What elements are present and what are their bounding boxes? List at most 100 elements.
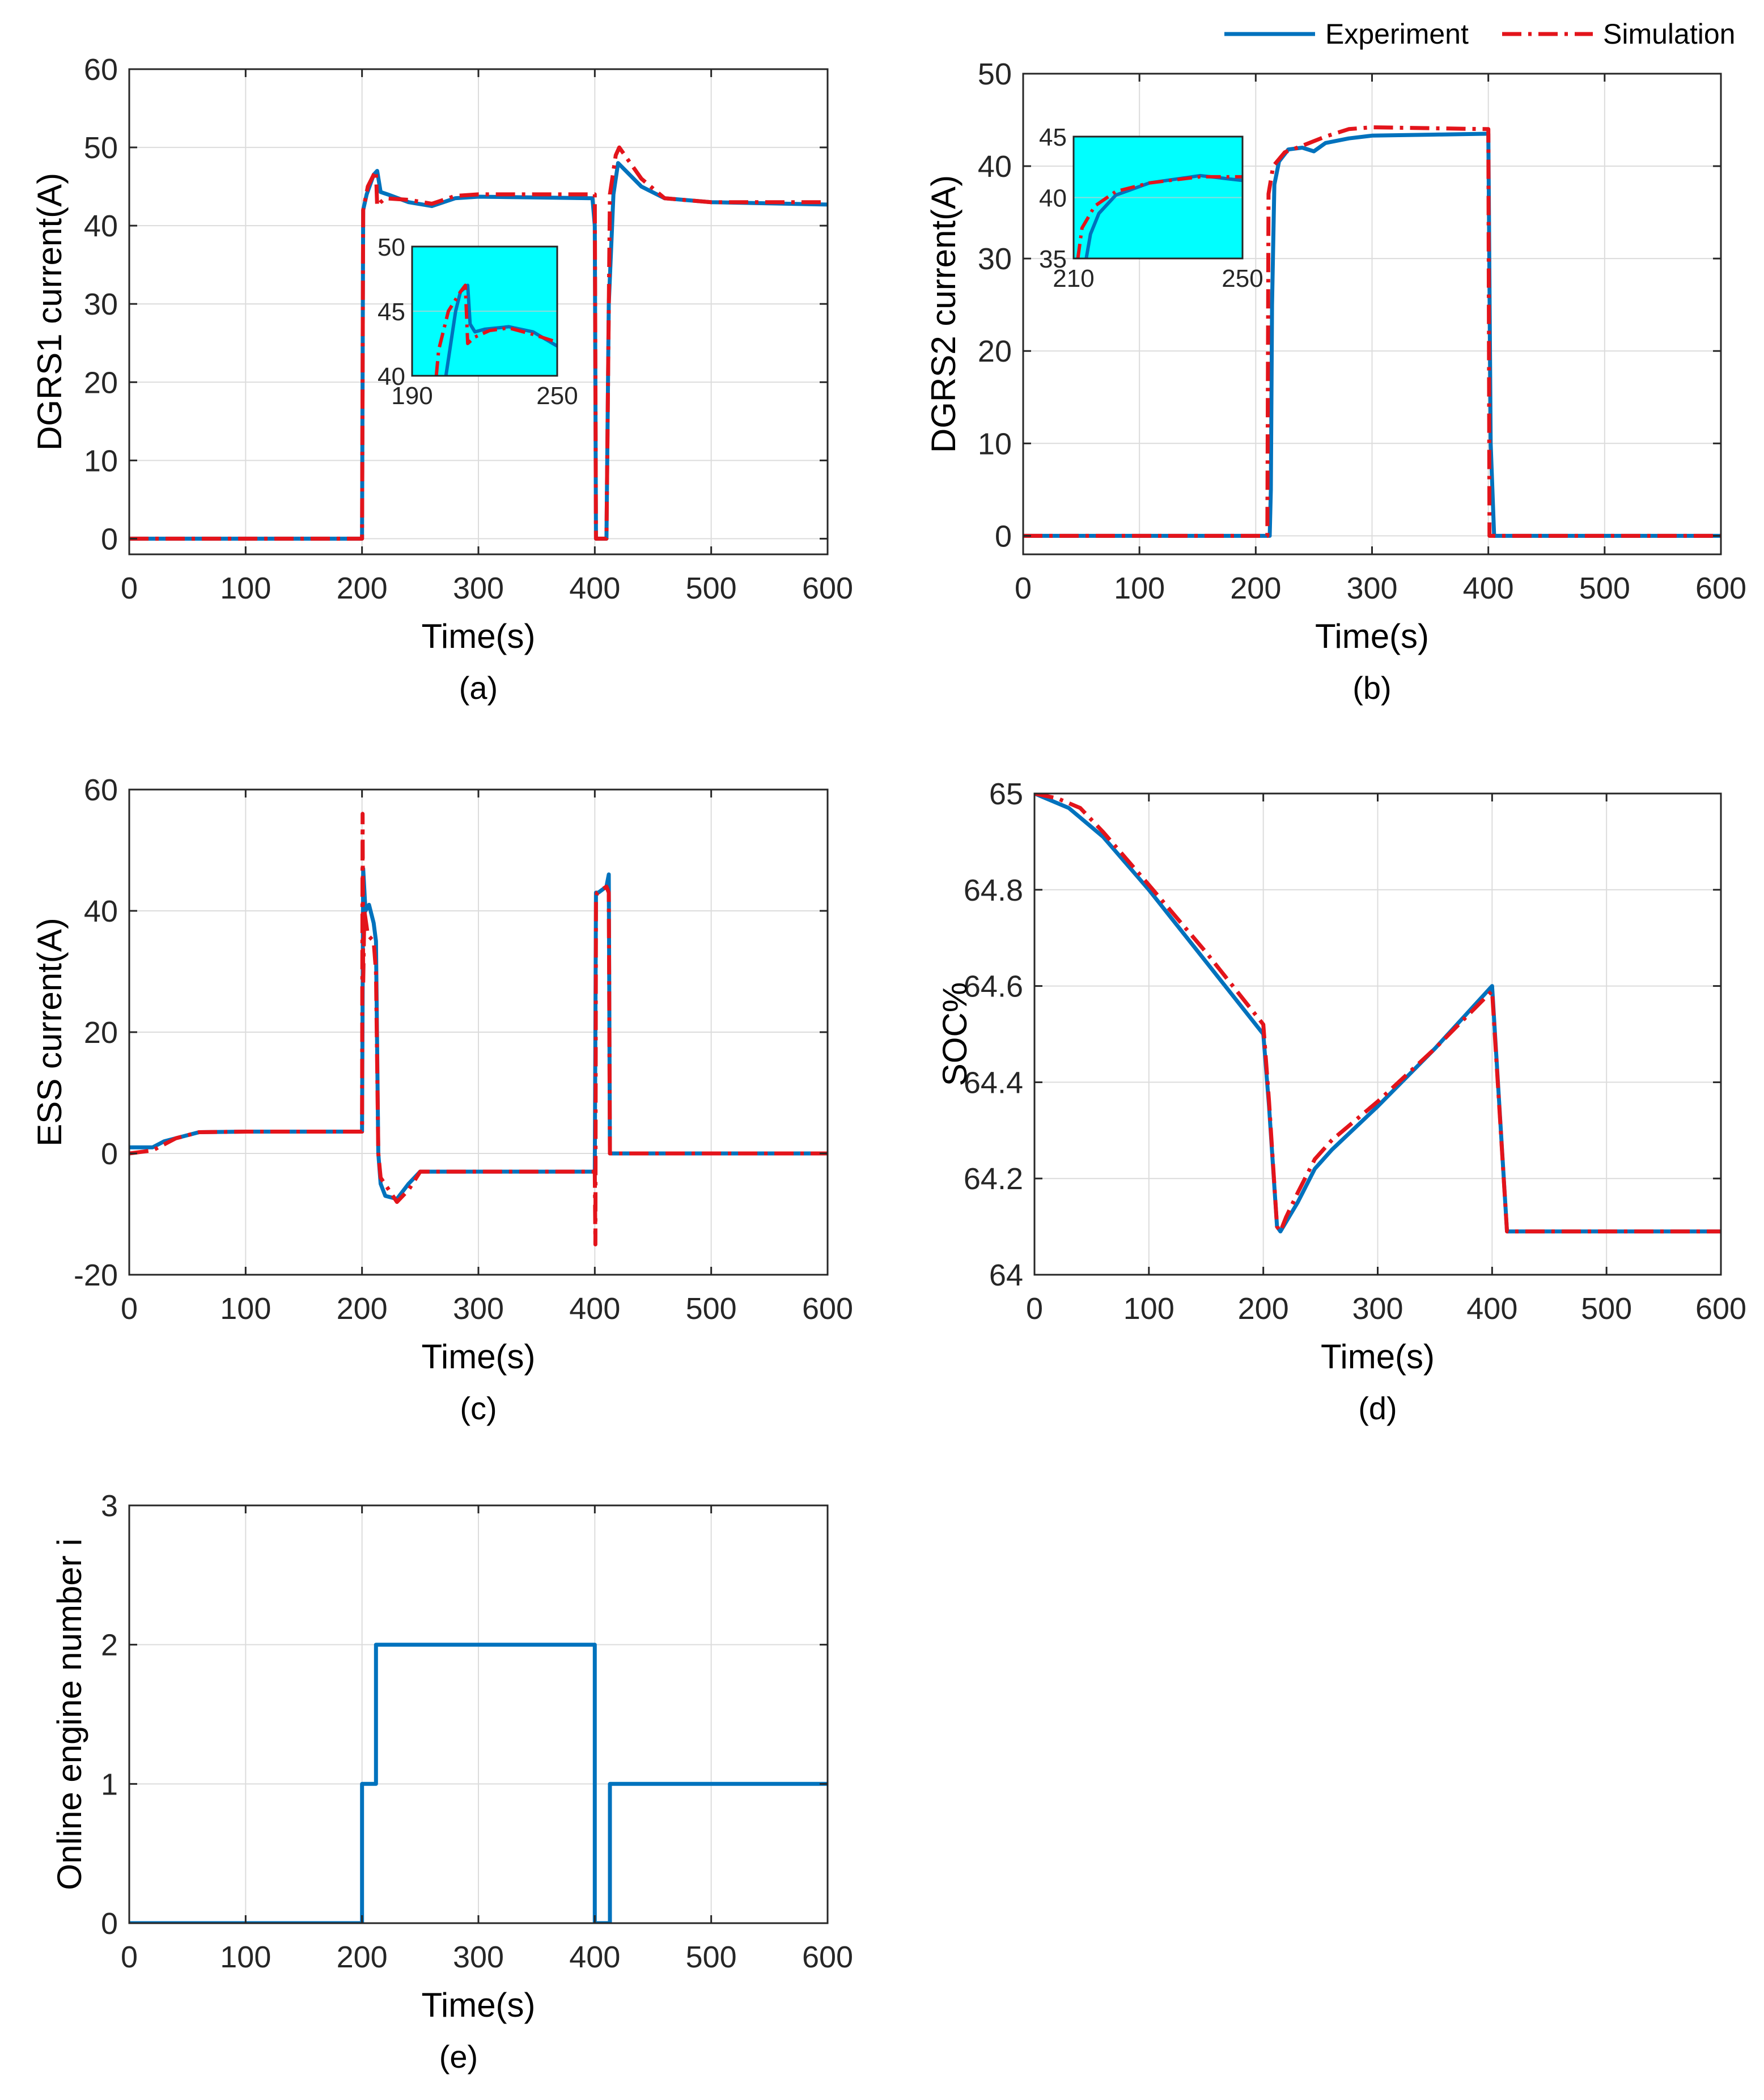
- x-tick-label: 0: [1026, 1292, 1043, 1326]
- y-tick-label: 0: [101, 522, 118, 556]
- inset-x-tick-label: 250: [1222, 265, 1263, 292]
- x-tick-label: 500: [686, 571, 737, 605]
- y-tick-label: 40: [84, 209, 118, 243]
- x-tick-label: 300: [1352, 1292, 1403, 1326]
- series-experiment-line: [1034, 794, 1721, 1234]
- x-tick-label: 300: [1346, 571, 1397, 605]
- y-tick-label: 30: [84, 287, 118, 321]
- x-tick-label: 0: [121, 571, 138, 605]
- inset-series-experiment-line: [444, 283, 557, 376]
- x-tick-label: 300: [453, 1940, 504, 1974]
- y-tick-label: 10: [84, 444, 118, 478]
- inset-series-simulation-line: [1076, 175, 1243, 258]
- y-tick-label: 20: [84, 1016, 118, 1050]
- series-group: [129, 145, 828, 541]
- legend-simulation-label: Simulation: [1603, 18, 1735, 50]
- x-axis-label: Time(s): [421, 1338, 535, 1376]
- x-tick-label: 400: [569, 1940, 620, 1974]
- x-tick-label: 500: [686, 1292, 737, 1326]
- inset-y-tick-label: 35: [1039, 245, 1067, 273]
- y-tick-label: 0: [101, 1137, 118, 1171]
- inset-y-tick-label: 40: [378, 363, 405, 391]
- y-tick-label: 10: [978, 427, 1012, 461]
- y-tick-label: 64.4: [964, 1066, 1023, 1100]
- y-tick-label: 20: [84, 366, 118, 400]
- inset-series-simulation-line: [434, 283, 557, 376]
- inset-box: [1072, 135, 1244, 260]
- x-tick-label: 100: [1123, 1292, 1174, 1326]
- y-tick-label: 60: [84, 773, 118, 807]
- x-tick-label: 500: [1579, 571, 1630, 605]
- x-tick-label: 100: [220, 1940, 271, 1974]
- y-tick-label: 30: [978, 242, 1012, 276]
- x-axis-label: Time(s): [421, 617, 535, 655]
- inset-y-tick-label: 40: [1039, 185, 1067, 213]
- x-tick-label: 200: [1230, 571, 1281, 605]
- panel-caption: (d): [1358, 1390, 1397, 1426]
- y-tick-label: 50: [978, 57, 1012, 91]
- y-tick-label: 64.6: [964, 970, 1023, 1004]
- x-tick-label: 300: [453, 1292, 504, 1326]
- panel-caption: (a): [459, 670, 498, 706]
- series-experiment-line: [129, 866, 828, 1201]
- inset-y-tick-label: 50: [378, 234, 405, 261]
- x-axis-label: Time(s): [1321, 1338, 1435, 1376]
- panel-e: 0 100 200 300 400 500 600 0 1 2 3 Time(s) Online eng…: [50, 1489, 853, 2074]
- inset-box: [411, 245, 558, 377]
- y-tick-label: 50: [84, 131, 118, 165]
- y-tick-label: 40: [978, 150, 1012, 184]
- inset-zoom: 210 250 35 40 45: [1039, 124, 1263, 292]
- panel-caption: (c): [460, 1390, 497, 1426]
- y-tick-label: 2: [101, 1628, 118, 1662]
- inset-series-group: [434, 283, 557, 376]
- x-tick-label: 300: [453, 571, 504, 605]
- x-tick-label: 600: [802, 571, 853, 605]
- y-tick-label: -20: [74, 1258, 118, 1292]
- series-simulation-line: [129, 812, 828, 1246]
- y-tick-label: 0: [995, 519, 1012, 553]
- x-tick-label: 400: [569, 1292, 620, 1326]
- x-tick-label: 100: [1114, 571, 1165, 605]
- series-group: [1023, 125, 1721, 538]
- y-axis-label: DGRS1 current(A): [31, 173, 69, 451]
- x-tick-label: 600: [802, 1292, 853, 1326]
- panel-caption: (e): [439, 2039, 478, 2074]
- x-tick-label: 600: [1695, 571, 1746, 605]
- x-tick-label: 200: [1238, 1292, 1289, 1326]
- x-axis-label: Time(s): [421, 1986, 535, 2024]
- y-tick-label: 65: [989, 777, 1023, 811]
- inset-y-tick-label: 45: [1039, 124, 1067, 151]
- inset-x-tick-label: 190: [391, 382, 432, 410]
- y-tick-label: 20: [978, 334, 1012, 368]
- y-tick-label: 0: [101, 1907, 118, 1941]
- x-tick-label: 200: [337, 571, 388, 605]
- x-tick-label: 600: [802, 1940, 853, 1974]
- x-tick-label: 500: [686, 1940, 737, 1974]
- y-tick-label: 1: [101, 1767, 118, 1801]
- y-tick-label: 64.8: [964, 873, 1023, 907]
- x-axis-label: Time(s): [1315, 617, 1429, 655]
- inset-series-group: [1076, 173, 1243, 258]
- panel-b: 0 100 200 300 400 500 600 0 10 20 30 40 50 Time(s) DGR…: [925, 57, 1746, 706]
- series-simulation-line: [1034, 794, 1721, 1234]
- panel-c: 0 100 200 300 400 500 600-200204060Time(s)ESS …: [31, 773, 853, 1426]
- panel-d: 0 100 200 300 400 500 600 64 64.2 64.4 64.6 64.8 65 T…: [936, 777, 1746, 1426]
- series-group: [129, 1643, 828, 1923]
- x-tick-label: 0: [1015, 571, 1032, 605]
- y-tick-label: 64.2: [964, 1162, 1023, 1196]
- inset-zoom: 190 250 40 45 50: [378, 234, 578, 410]
- x-tick-label: 400: [569, 571, 620, 605]
- series-simulation-line: [129, 145, 828, 541]
- series-group: [129, 812, 828, 1246]
- y-axis-label: ESS current(A): [31, 918, 69, 1146]
- x-tick-label: 200: [337, 1940, 388, 1974]
- series-group: [1034, 794, 1721, 1234]
- inset-x-tick-label: 210: [1053, 265, 1094, 292]
- x-tick-label: 500: [1581, 1292, 1632, 1326]
- series-simulation-line: [1023, 125, 1721, 538]
- legend: Experiment Simulation: [1224, 18, 1735, 50]
- y-tick-label: 40: [84, 894, 118, 928]
- x-tick-label: 400: [1463, 571, 1514, 605]
- inset-y-tick-label: 45: [378, 298, 405, 326]
